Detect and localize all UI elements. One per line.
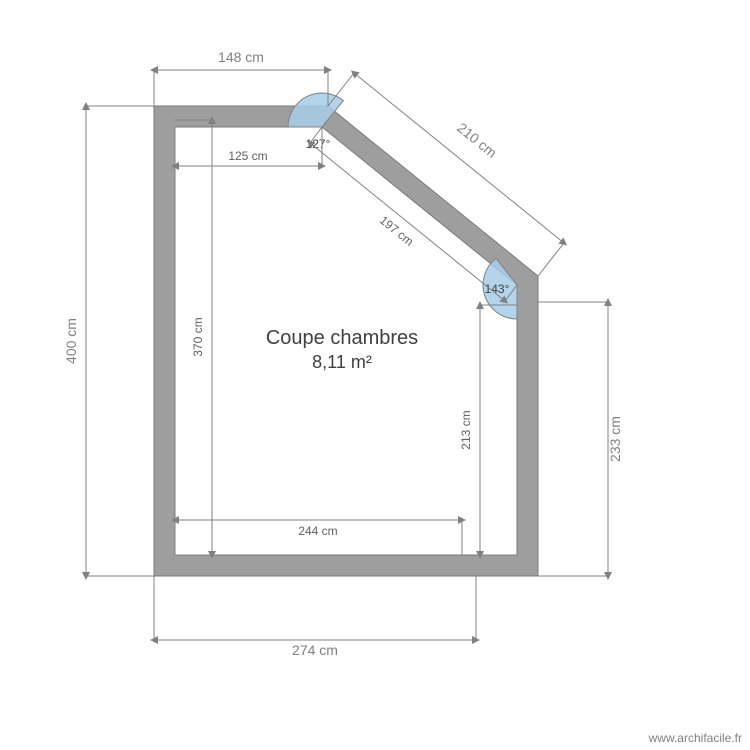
dim-label: 197 cm	[377, 213, 416, 249]
dim-label: 244 cm	[298, 524, 337, 538]
dim-label: 274 cm	[292, 642, 338, 658]
watermark: www.archifacile.fr	[648, 731, 742, 745]
dim-line	[310, 143, 505, 301]
dim-label: 370 cm	[191, 317, 205, 356]
dim-label: 213 cm	[459, 410, 473, 449]
dim-label: 400 cm	[63, 318, 79, 364]
room-area: 8,11 m²	[312, 352, 372, 372]
dim-ext	[538, 243, 564, 276]
dim-label: 148 cm	[218, 49, 264, 65]
angle-label: 143°	[485, 282, 510, 296]
dim-label: 210 cm	[454, 119, 500, 160]
dim-label: 125 cm	[228, 149, 267, 163]
dim-label: 233 cm	[607, 416, 623, 462]
room-title: Coupe chambres	[266, 327, 418, 349]
angle-label: 127°	[306, 137, 331, 151]
